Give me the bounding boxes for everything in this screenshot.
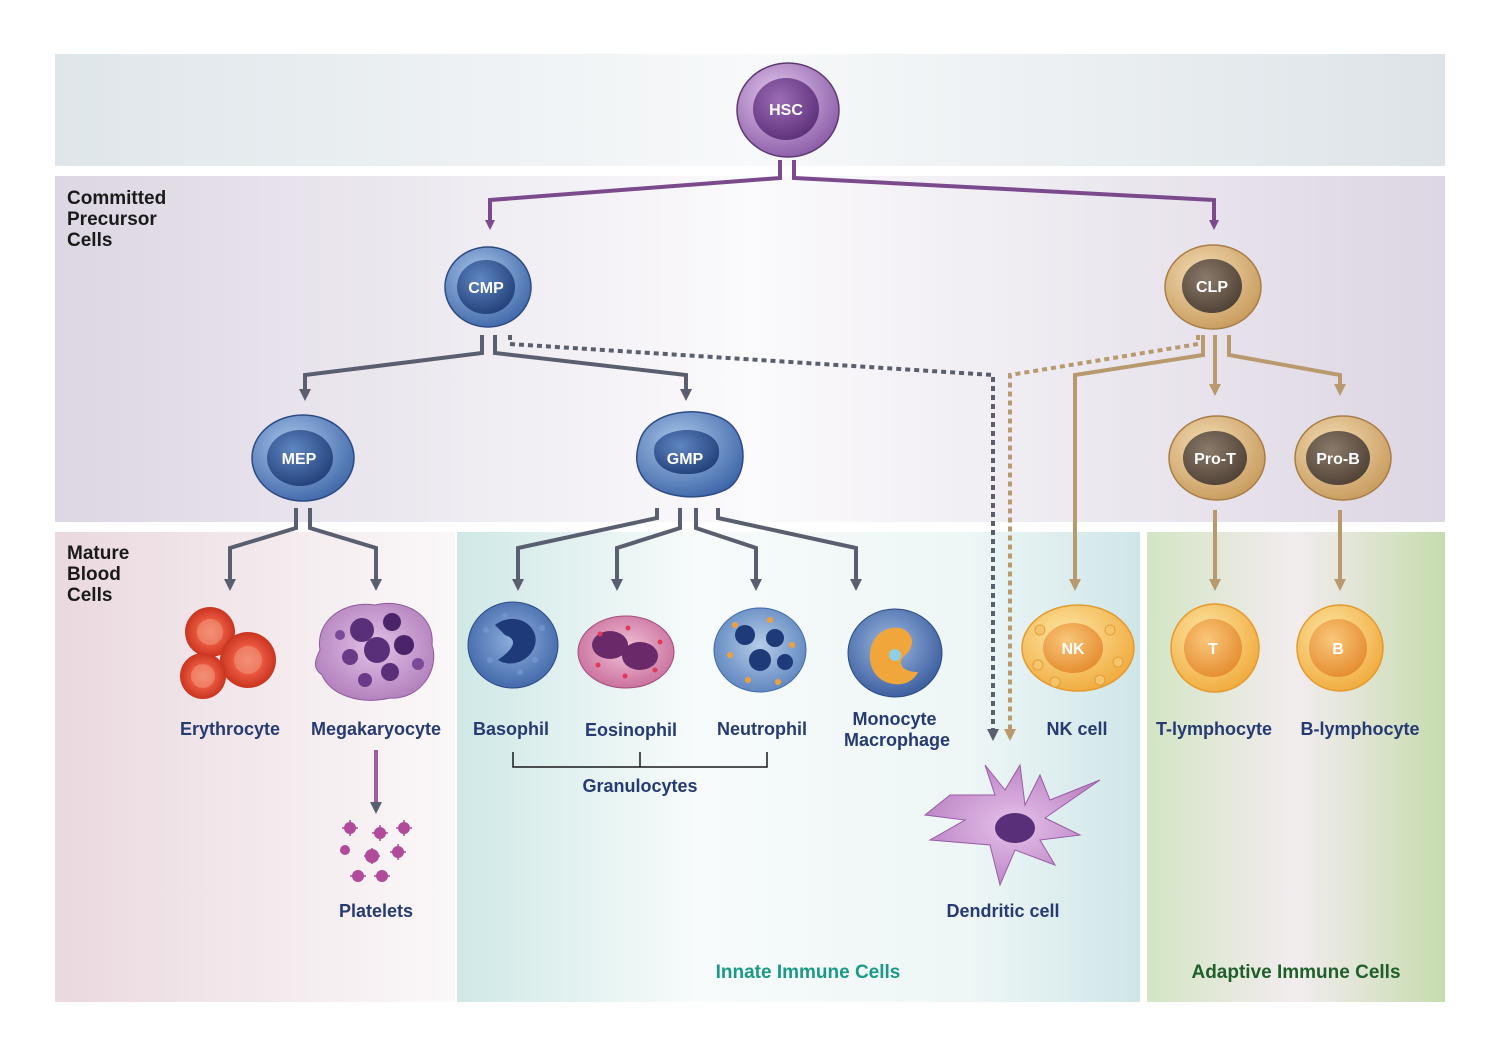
myeloid-arrows bbox=[224, 335, 999, 814]
cmp-cell: CMP bbox=[444, 246, 532, 328]
platelets-label: Platelets bbox=[339, 901, 413, 921]
lymphoid-arrows bbox=[1004, 335, 1346, 741]
adaptive-immune-label: Adaptive Immune Cells bbox=[1191, 962, 1400, 983]
arrow-hsc-cmp bbox=[485, 160, 782, 230]
hsc-label: HSC bbox=[769, 102, 803, 119]
arrow-cmp-dc bbox=[508, 335, 999, 741]
dendritic-cell-label: Dendritic cell bbox=[946, 901, 1059, 921]
monocyte-label: Monocyte Macrophage bbox=[844, 709, 950, 750]
arrow-gmp-neutrophil bbox=[694, 508, 762, 591]
platelets-illustration bbox=[340, 820, 412, 882]
neutrophil-illustration bbox=[713, 607, 807, 693]
t-cell-illustration: T bbox=[1170, 603, 1260, 693]
arrow-clp-prob bbox=[1227, 335, 1346, 396]
gmp-cell: GMP bbox=[635, 411, 744, 498]
arrow-mep-megakaryocyte bbox=[308, 508, 382, 591]
arrow-gmp-basophil bbox=[512, 508, 659, 591]
arrow-clp-nk bbox=[1069, 335, 1205, 591]
basophil-label: Basophil bbox=[473, 719, 549, 739]
pro-b-cell: Pro-B bbox=[1294, 415, 1392, 501]
mature-left-band bbox=[55, 532, 455, 1002]
granulocytes-bracket bbox=[512, 752, 768, 768]
eosinophil-label: Eosinophil bbox=[585, 720, 677, 740]
eosinophil-illustration bbox=[577, 615, 675, 689]
pro-t-cell: Pro-T bbox=[1168, 415, 1266, 501]
adaptive-band bbox=[1147, 532, 1445, 1002]
hsc-cell: HSC bbox=[736, 62, 840, 158]
cmp-label: CMP bbox=[468, 280, 504, 297]
b-cell-illustration: B bbox=[1296, 604, 1384, 692]
monocyte-illustration bbox=[847, 608, 943, 698]
nk-inner-label: NK bbox=[1061, 641, 1085, 658]
mep-cell: MEP bbox=[251, 414, 355, 502]
nk-cell-illustration: NK bbox=[1021, 604, 1135, 692]
mature-label: Mature Blood Cells bbox=[67, 543, 135, 606]
arrow-hsc-clp bbox=[792, 160, 1219, 230]
megakaryocyte-illustration bbox=[314, 603, 435, 701]
pro-b-label: Pro-B bbox=[1316, 451, 1360, 468]
arrow-gmp-monocyte bbox=[716, 508, 862, 591]
mep-label: MEP bbox=[282, 451, 317, 468]
pro-t-label: Pro-T bbox=[1194, 451, 1236, 468]
arrow-cmp-mep bbox=[299, 335, 484, 401]
committed-label: Committed Precursor Cells bbox=[67, 188, 172, 251]
t-inner-label: T bbox=[1208, 641, 1218, 658]
b-lymphocyte-label: B-lymphocyte bbox=[1300, 719, 1419, 739]
gmp-label: GMP bbox=[667, 451, 704, 468]
b-inner-label: B bbox=[1332, 641, 1344, 658]
basophil-illustration bbox=[467, 601, 559, 689]
neutrophil-label: Neutrophil bbox=[717, 719, 807, 739]
granulocytes-label: Granulocytes bbox=[582, 776, 697, 796]
dendritic-cell-illustration bbox=[923, 763, 1101, 887]
megakaryocyte-label: Megakaryocyte bbox=[311, 719, 441, 739]
nk-cell-label: NK cell bbox=[1046, 719, 1107, 739]
hsc-arrows bbox=[485, 160, 1219, 230]
innate-immune-label: Innate Immune Cells bbox=[716, 962, 901, 983]
clp-cell: CLP bbox=[1164, 244, 1262, 330]
arrow-cmp-gmp bbox=[493, 335, 692, 401]
arrow-clp-dc bbox=[1004, 335, 1200, 741]
clp-label: CLP bbox=[1196, 279, 1228, 296]
erythrocyte-illustration bbox=[180, 607, 276, 699]
erythrocyte-label: Erythrocyte bbox=[180, 719, 280, 739]
arrow-gmp-eosinophil bbox=[611, 508, 682, 591]
t-lymphocyte-label: T-lymphocyte bbox=[1156, 719, 1272, 739]
arrow-mep-erythrocyte bbox=[224, 508, 298, 591]
